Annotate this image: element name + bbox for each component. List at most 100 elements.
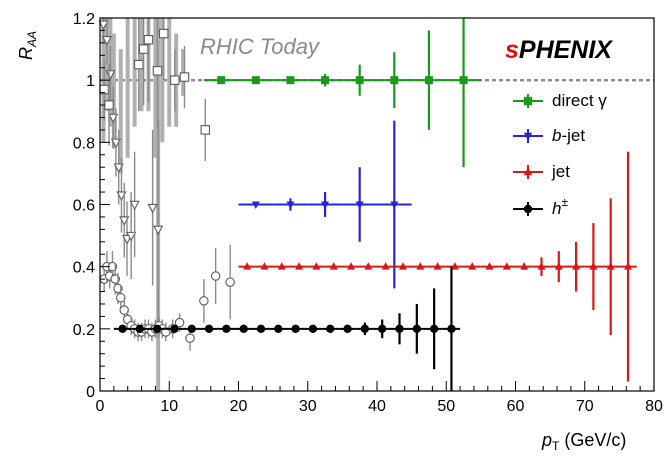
direct_gamma-point [355, 76, 364, 85]
rhic-open-square-point [104, 100, 114, 110]
direct_gamma-point [390, 76, 399, 85]
rhic-open-circle-point [119, 305, 129, 315]
legend-label-hadron-italic: h [552, 199, 561, 218]
jet-point [606, 262, 615, 270]
jet-point [260, 262, 269, 270]
b_jet-point [251, 201, 260, 209]
rhic-open-triangle-point [101, 36, 113, 46]
jet-point [416, 262, 425, 270]
jet-point [347, 262, 356, 270]
sphenix-logo: sPHENIX [505, 36, 613, 64]
hadron-point [429, 324, 439, 334]
jet-point [468, 262, 477, 270]
x-axis-label-unit: (GeV/c) [559, 430, 626, 450]
hadron-point [395, 324, 404, 334]
legend-label-jet: jet [551, 162, 570, 181]
hadron-point [170, 324, 179, 334]
legend-label-b-jet: b-jet [552, 126, 585, 145]
jet-point [312, 262, 321, 270]
y-tick-label: 1.2 [73, 11, 95, 28]
rhic-open-triangle-point [105, 70, 116, 80]
series-b_jet [238, 120, 412, 289]
rhic-open-square-point [138, 44, 149, 54]
b_jet-point [321, 201, 330, 209]
rhic-open-square-point [179, 72, 190, 82]
b_jet-point [390, 201, 399, 209]
direct_gamma-point [217, 76, 226, 85]
hadron-point [343, 324, 352, 334]
jet-point [433, 262, 442, 270]
hadron-point [152, 324, 162, 334]
series-direct_gamma [203, 18, 481, 168]
jet-point [243, 262, 252, 270]
rhic-open-circle-point [199, 296, 209, 306]
rhic-open-circle-point [174, 317, 185, 328]
direct_gamma-point [286, 76, 295, 85]
rhic-open-circle-point [225, 277, 235, 287]
x-tick-label: 50 [437, 398, 455, 415]
legend-label-b-jet-italic: b [552, 126, 561, 145]
rhic-open-square-point [134, 59, 144, 70]
jet-point [450, 262, 459, 270]
rhic-open-square-point [158, 28, 169, 39]
hadron-point [377, 324, 387, 334]
rhic-open-triangle-point [129, 200, 140, 211]
jet-point [589, 262, 598, 270]
hadron-point [291, 324, 300, 334]
legend-label-b-jet-suffix: -jet [561, 126, 585, 145]
y-tick-label: 0.4 [73, 260, 95, 277]
jet-point [381, 262, 390, 270]
legend-label-hadron: h± [552, 195, 568, 218]
direct_gamma-point [424, 76, 433, 85]
hadron-point [239, 324, 248, 334]
series-jet [238, 151, 637, 382]
hadron-point [222, 324, 231, 334]
x-axis-label-main: p [541, 430, 552, 450]
legend-marker-direct_gamma [523, 96, 533, 106]
x-tick-label: 70 [576, 398, 594, 415]
hadron-point [274, 324, 283, 334]
hadron-point [135, 324, 145, 334]
legend: direct γ b-jet jet h± [513, 91, 607, 218]
y-axis-label-main: R [16, 47, 36, 60]
legend-marker-hadron [523, 204, 533, 214]
series-layer [113, 18, 637, 391]
rhic-open-square-point [152, 66, 163, 76]
jet-point [398, 262, 407, 270]
hadron-point [326, 324, 335, 334]
hadron-point [412, 324, 422, 334]
hadron-point [308, 324, 318, 334]
direct_gamma-point [251, 76, 260, 85]
direct_gamma-point [459, 76, 468, 85]
rhic-open-circle-point [116, 292, 126, 303]
b_jet-point [286, 201, 295, 209]
legend-label-direct-gamma: direct γ [552, 91, 607, 110]
rhic-open-square-point [200, 125, 211, 135]
hadron-point [360, 324, 370, 334]
y-axis-label-sub: AA [25, 31, 39, 48]
axes-layer: 0 10 20 30 40 50 60 70 80 0 0.2 0.4 0.6 0.8 1 1.2 [73, 11, 663, 415]
x-tick-label: 10 [160, 398, 178, 415]
y-axis-label: RAA [16, 31, 39, 60]
hadron-point [187, 324, 196, 334]
rhic-open-triangle-point [147, 203, 158, 214]
direct_gamma-point [321, 76, 330, 85]
legend-marker-b_jet [523, 132, 533, 141]
x-axis-label: pT (GeV/c) [541, 430, 626, 453]
jet-point [364, 262, 373, 270]
rhic-open-square-point [143, 35, 154, 45]
jet-point [329, 262, 338, 270]
hadron-point [204, 324, 214, 334]
series-hadron [113, 266, 461, 391]
rhic-open-triangle-point [98, 20, 109, 31]
x-tick-label: 60 [507, 398, 525, 415]
jet-point [485, 262, 494, 270]
y-tick-label: 0.2 [73, 322, 95, 339]
sphenix-logo-main: PHENIX [519, 36, 613, 64]
x-tick-label: 20 [230, 398, 248, 415]
rhic-open-triangle-point [126, 231, 137, 242]
b_jet-point [355, 201, 364, 209]
jet-point [554, 262, 563, 270]
legend-label-hadron-sup: ± [561, 195, 568, 209]
